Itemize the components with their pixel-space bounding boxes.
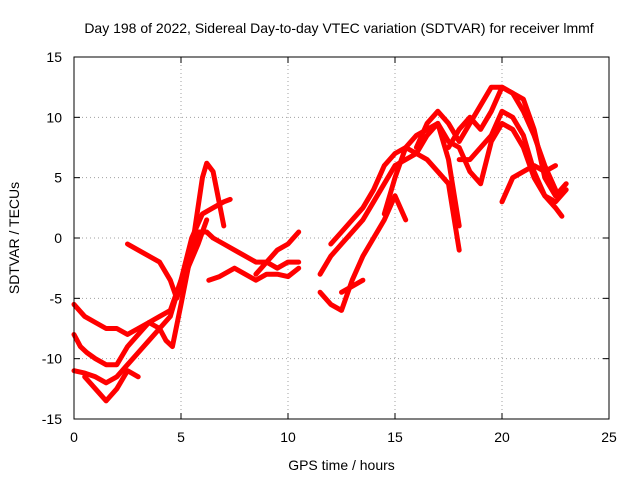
y-tick-label: 10 <box>46 109 62 125</box>
series-arc-15 <box>456 108 565 219</box>
x-tick-label: 20 <box>494 429 510 445</box>
series-arc-1 <box>71 196 233 337</box>
y-tick-label: -5 <box>50 290 63 306</box>
series-arc-4 <box>82 368 141 404</box>
series-arc-9 <box>317 193 409 313</box>
series-arc-6 <box>206 265 302 283</box>
series-arc-16 <box>499 163 558 205</box>
series-arc-11 <box>339 277 366 295</box>
y-axis-label: SDTVAR / TECUs <box>6 182 22 294</box>
y-tick-label: -10 <box>42 351 62 367</box>
x-tick-label: 5 <box>177 429 185 445</box>
y-tick-label: 5 <box>54 170 62 186</box>
x-tick-label: 25 <box>601 429 617 445</box>
x-axis-label: GPS time / hours <box>288 457 395 473</box>
x-tick-label: 10 <box>280 429 296 445</box>
series-arc-10 <box>328 145 462 253</box>
chart-title: Day 198 of 2022, Sidereal Day-to-day VTE… <box>84 20 593 36</box>
series-arc-14 <box>446 84 558 193</box>
y-tick-label: -15 <box>42 411 62 427</box>
x-tick-label: 15 <box>387 429 403 445</box>
x-tick-label: 0 <box>70 429 78 445</box>
series-arc-7 <box>253 229 302 277</box>
series-arc-3 <box>71 160 227 386</box>
series-arc-5 <box>125 217 210 301</box>
y-tick-label: 0 <box>54 230 62 246</box>
plot-frame <box>73 56 610 420</box>
y-tick-label: 15 <box>46 49 62 65</box>
data-series <box>71 84 569 404</box>
